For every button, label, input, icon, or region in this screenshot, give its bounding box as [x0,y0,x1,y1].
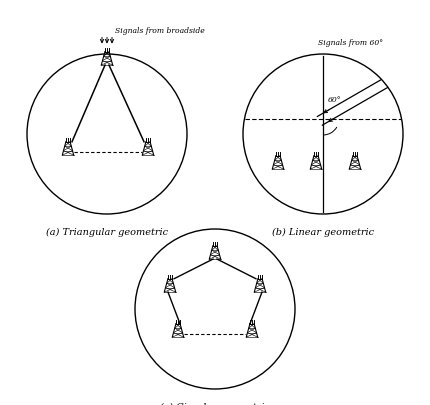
Text: (a) Triangular geometric: (a) Triangular geometric [46,228,168,237]
Text: Signals from broadside: Signals from broadside [115,26,205,34]
Text: (b) Linear geometric: (b) Linear geometric [272,228,374,237]
Text: (c) Circular geometric: (c) Circular geometric [160,402,270,405]
Text: Signals from 60°: Signals from 60° [318,39,383,47]
Text: 60°: 60° [328,96,341,104]
